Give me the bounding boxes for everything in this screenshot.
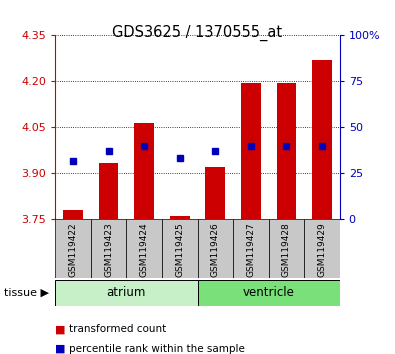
FancyBboxPatch shape (233, 219, 269, 278)
Text: GSM119424: GSM119424 (140, 222, 149, 277)
Text: atrium: atrium (107, 286, 146, 299)
Bar (134, 124, 154, 219)
FancyBboxPatch shape (91, 219, 126, 278)
Text: GSM119425: GSM119425 (175, 222, 184, 277)
Bar (241, 83, 261, 219)
FancyBboxPatch shape (55, 280, 198, 306)
Text: GDS3625 / 1370555_at: GDS3625 / 1370555_at (113, 25, 282, 41)
FancyBboxPatch shape (55, 219, 91, 278)
Bar (99, 163, 118, 219)
Text: GSM119428: GSM119428 (282, 222, 291, 277)
FancyBboxPatch shape (198, 219, 233, 278)
FancyBboxPatch shape (126, 219, 162, 278)
Text: ■: ■ (55, 324, 66, 334)
Text: GSM119427: GSM119427 (246, 222, 255, 277)
Text: transformed count: transformed count (69, 324, 166, 334)
FancyBboxPatch shape (269, 219, 304, 278)
FancyBboxPatch shape (304, 219, 340, 278)
Bar (276, 83, 296, 219)
FancyBboxPatch shape (162, 219, 198, 278)
Text: GSM119429: GSM119429 (318, 222, 326, 277)
Text: percentile rank within the sample: percentile rank within the sample (69, 344, 245, 354)
Text: GSM119426: GSM119426 (211, 222, 220, 277)
Text: ■: ■ (55, 344, 66, 354)
Text: tissue ▶: tissue ▶ (4, 288, 49, 298)
Bar (312, 60, 332, 219)
Text: GSM119423: GSM119423 (104, 222, 113, 277)
Text: GSM119422: GSM119422 (69, 222, 77, 277)
Text: ventricle: ventricle (243, 286, 295, 299)
FancyBboxPatch shape (198, 280, 340, 306)
Bar (63, 210, 83, 219)
Bar (205, 167, 225, 219)
Bar (170, 216, 190, 219)
